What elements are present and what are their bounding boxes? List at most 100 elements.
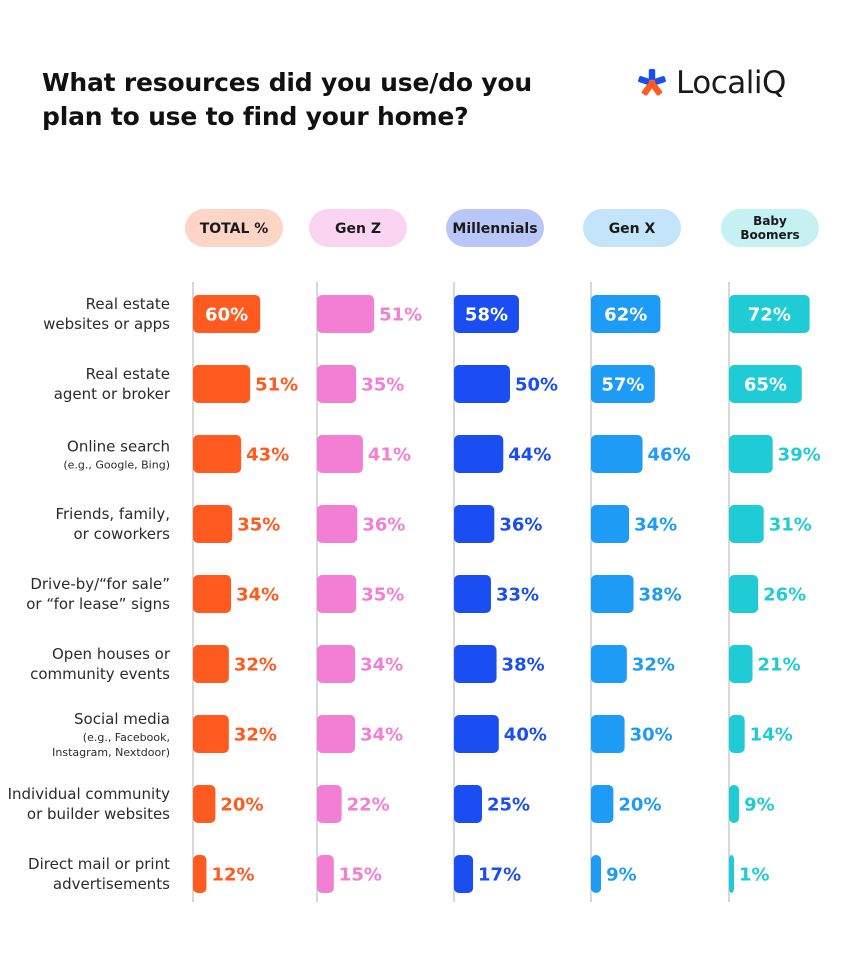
bar xyxy=(454,715,499,753)
series-header-pill xyxy=(583,209,681,247)
series-header-label: Boomers xyxy=(740,228,799,242)
bar xyxy=(317,435,363,473)
data-label: 40% xyxy=(504,725,547,746)
bar xyxy=(193,505,233,543)
bar xyxy=(454,295,519,333)
data-label: 36% xyxy=(499,515,542,536)
category-label-line: Friends, family, xyxy=(55,505,170,523)
data-label: 32% xyxy=(234,655,277,676)
bar xyxy=(193,855,207,893)
category-label-line: advertisements xyxy=(53,875,170,893)
category-label-line: Direct mail or print xyxy=(28,855,170,873)
data-label: 44% xyxy=(508,445,551,466)
data-label: 22% xyxy=(347,795,390,816)
data-label: 32% xyxy=(632,655,675,676)
data-label: 34% xyxy=(634,515,677,536)
brand-logo: LocaliQ xyxy=(636,64,786,102)
bar xyxy=(729,715,745,753)
category-label-sub: Instagram, Nextdoor) xyxy=(52,746,170,759)
bar xyxy=(729,365,802,403)
bar xyxy=(729,435,773,473)
bar xyxy=(317,505,358,543)
category-label-line: Open houses or xyxy=(52,645,171,663)
category-label: Individual community or builder websites xyxy=(8,785,171,823)
data-label: 12% xyxy=(211,865,254,886)
bar xyxy=(454,435,504,473)
data-label: 36% xyxy=(362,515,405,536)
bar xyxy=(454,785,482,823)
data-label: 41% xyxy=(368,445,411,466)
category-label-line: Drive-by/“for sale” xyxy=(30,575,170,593)
bar xyxy=(591,785,614,823)
data-label: 38% xyxy=(639,585,682,606)
data-label: 25% xyxy=(487,795,530,816)
data-label: 62% xyxy=(604,305,647,326)
bar xyxy=(193,575,232,613)
data-label: 58% xyxy=(465,305,508,326)
data-label: 17% xyxy=(478,865,521,886)
bar xyxy=(729,295,810,333)
category-label: Real estate agent or broker xyxy=(54,365,171,403)
series-panel: Gen X 62% 57% 46% 34% 38% 32% 30% 20% 9% xyxy=(583,209,691,902)
data-label: 60% xyxy=(205,305,248,326)
series-header-pill xyxy=(185,209,283,247)
bar xyxy=(193,785,216,823)
data-label: 34% xyxy=(360,725,403,746)
data-label: 20% xyxy=(220,795,263,816)
data-label: 34% xyxy=(236,585,279,606)
data-label: 34% xyxy=(360,655,403,676)
bar xyxy=(591,295,661,333)
series-panel: Gen Z 51% 35% 41% 36% 35% 34% 34% 22% 15% xyxy=(309,209,422,902)
data-label: 31% xyxy=(769,515,812,536)
category-label-line: Real estate xyxy=(86,365,170,383)
brand-name: LocaliQ xyxy=(676,65,786,101)
bar xyxy=(729,575,759,613)
bar xyxy=(317,645,356,683)
bar xyxy=(317,855,334,893)
category-label-line: agent or broker xyxy=(54,385,171,403)
data-label: 38% xyxy=(502,655,545,676)
bar xyxy=(729,785,740,823)
category-label: Real estate websites or apps xyxy=(43,295,170,333)
data-label: 9% xyxy=(606,865,637,886)
chart-title: What resources did you use/do you plan t… xyxy=(42,68,532,131)
category-label: Online search (e.g., Google, Bing) xyxy=(63,438,170,472)
bar xyxy=(454,365,510,403)
category-label-sub: (e.g., Facebook, xyxy=(83,731,170,744)
bar xyxy=(193,435,242,473)
bar xyxy=(317,715,356,753)
data-label: 20% xyxy=(618,795,661,816)
category-label-line: websites or apps xyxy=(43,315,170,333)
bar xyxy=(454,575,491,613)
data-label: 35% xyxy=(361,585,404,606)
data-label: 43% xyxy=(246,445,289,466)
bar xyxy=(591,645,627,683)
localiq-logo-icon xyxy=(638,69,666,96)
data-label: 57% xyxy=(601,375,644,396)
category-label-line: Social media xyxy=(74,710,170,728)
bar xyxy=(729,505,764,543)
series-panel: Millennials 58% 50% 44% 36% 33% 38% 40% 25% 17% xyxy=(446,209,558,902)
bar xyxy=(454,855,474,893)
data-label: 50% xyxy=(515,375,558,396)
data-label: 65% xyxy=(744,375,787,396)
bar xyxy=(193,645,229,683)
bar xyxy=(193,715,229,753)
bar xyxy=(317,295,375,333)
series-header-pill xyxy=(309,209,407,247)
bar xyxy=(729,645,753,683)
category-label-line: or builder websites xyxy=(27,805,170,823)
data-label: 15% xyxy=(339,865,382,886)
data-label: 14% xyxy=(750,725,793,746)
category-label-line: Individual community xyxy=(8,785,171,803)
series-header-label: Baby xyxy=(753,214,787,228)
data-label: 51% xyxy=(255,375,298,396)
category-label: Drive-by/“for sale” or “for lease” signs xyxy=(26,575,170,613)
category-label-line: Real estate xyxy=(86,295,170,313)
data-label: 35% xyxy=(237,515,280,536)
data-label: 21% xyxy=(758,655,801,676)
category-label-line: or coworkers xyxy=(73,525,170,543)
series-header-label: Gen X xyxy=(609,221,656,237)
bar xyxy=(591,715,625,753)
